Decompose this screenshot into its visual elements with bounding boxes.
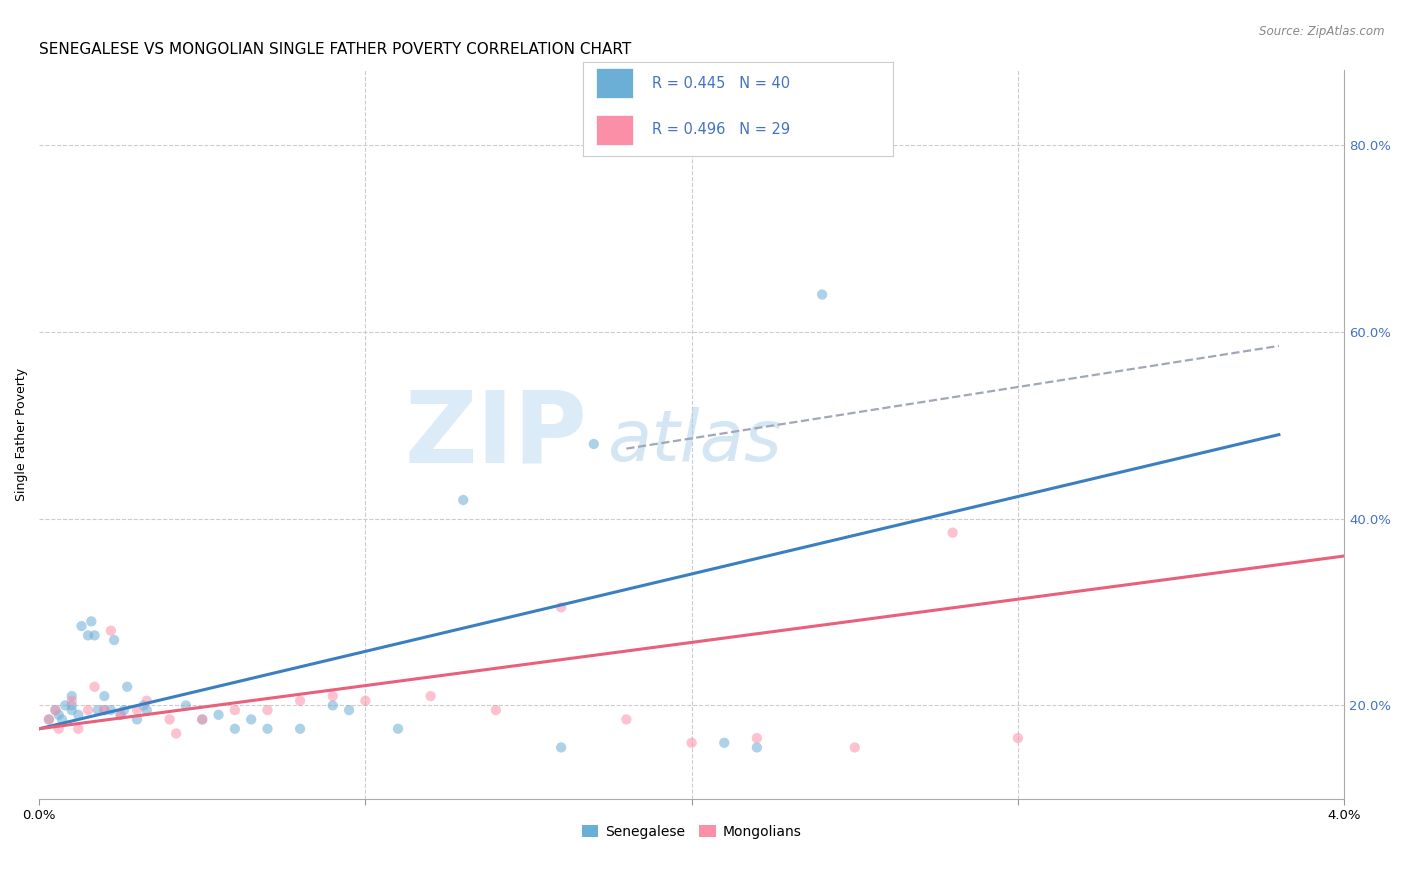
Point (77, 628, 100, 642)
Text: ZIP: ZIP (405, 386, 588, 483)
Point (83, 680, 105, 694)
Point (240, 713, 263, 727)
Point (844, 740, 866, 755)
Text: Source: ZipAtlas.com: Source: ZipAtlas.com (1260, 25, 1385, 38)
Point (616, 713, 638, 727)
Point (354, 694, 377, 708)
Point (93, 689, 115, 703)
Point (60, 698, 83, 713)
Point (100, 703, 122, 717)
Point (745, 731, 768, 745)
Point (60, 694, 83, 708)
Point (51, 713, 73, 727)
Bar (596, 68, 633, 98)
Legend: Senegalese, Mongolians: Senegalese, Mongolians (576, 819, 807, 845)
Point (288, 722, 311, 736)
Point (322, 689, 344, 703)
Y-axis label: Single Father Poverty: Single Father Poverty (15, 368, 28, 501)
Point (60, 703, 83, 717)
Point (67, 722, 90, 736)
Point (681, 736, 703, 750)
Point (191, 713, 214, 727)
Point (53, 698, 76, 713)
Point (811, 287, 834, 301)
Point (224, 722, 246, 736)
Point (83, 628, 105, 642)
Point (87, 703, 110, 717)
Point (256, 722, 278, 736)
Point (1007, 731, 1029, 745)
Text: SENEGALESE VS MONGOLIAN SINGLE FATHER POVERTY CORRELATION CHART: SENEGALESE VS MONGOLIAN SINGLE FATHER PO… (39, 42, 631, 57)
Point (125, 713, 148, 727)
Point (44, 703, 66, 717)
Point (191, 713, 214, 727)
Point (550, 740, 572, 755)
Point (135, 694, 157, 708)
Point (224, 703, 246, 717)
Point (288, 694, 311, 708)
Point (165, 726, 187, 740)
Text: atlas: atlas (607, 408, 782, 476)
Point (48, 722, 70, 736)
Point (419, 689, 441, 703)
Point (38, 713, 60, 727)
Point (745, 740, 768, 755)
Point (44, 703, 66, 717)
Point (550, 600, 572, 615)
Point (77, 703, 100, 717)
Point (713, 736, 735, 750)
Point (110, 707, 132, 722)
Point (80, 615, 103, 629)
Point (93, 703, 115, 717)
Point (67, 707, 90, 722)
Point (582, 437, 605, 451)
Point (451, 493, 474, 508)
Bar (596, 115, 633, 145)
Point (48, 707, 70, 722)
Point (322, 698, 344, 713)
Point (103, 633, 125, 648)
Point (207, 707, 229, 722)
Point (115, 680, 138, 694)
Point (174, 698, 197, 713)
Point (337, 703, 360, 717)
Point (135, 703, 157, 717)
Point (110, 707, 132, 722)
Point (100, 624, 122, 638)
Point (38, 713, 60, 727)
Point (159, 713, 181, 727)
Point (485, 703, 508, 717)
Text: R = 0.445   N = 40: R = 0.445 N = 40 (651, 76, 790, 91)
Point (387, 722, 409, 736)
Point (60, 689, 83, 703)
Point (132, 698, 155, 713)
Point (70, 619, 93, 633)
Point (125, 703, 148, 717)
Point (256, 703, 278, 717)
Point (112, 703, 135, 717)
Point (942, 525, 965, 540)
Text: R = 0.496   N = 29: R = 0.496 N = 29 (651, 122, 790, 137)
Point (93, 703, 115, 717)
